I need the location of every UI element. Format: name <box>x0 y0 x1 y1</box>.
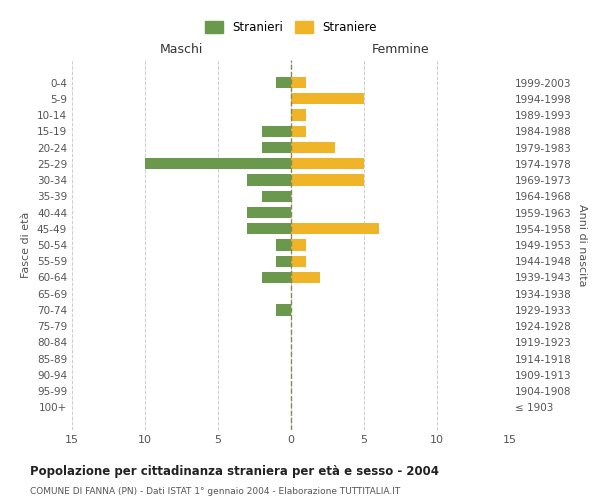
Legend: Stranieri, Straniere: Stranieri, Straniere <box>202 18 380 38</box>
Bar <box>277 256 291 267</box>
Bar <box>291 256 305 267</box>
Y-axis label: Anni di nascita: Anni di nascita <box>577 204 587 286</box>
Bar <box>291 93 364 104</box>
Bar <box>291 174 364 186</box>
Bar <box>291 223 379 234</box>
Bar <box>291 77 305 88</box>
Bar <box>291 126 305 137</box>
Bar <box>247 174 291 186</box>
Bar <box>291 142 335 153</box>
Text: COMUNE DI FANNA (PN) - Dati ISTAT 1° gennaio 2004 - Elaborazione TUTTITALIA.IT: COMUNE DI FANNA (PN) - Dati ISTAT 1° gen… <box>30 488 400 496</box>
Bar <box>277 240 291 250</box>
Bar <box>277 304 291 316</box>
Bar <box>262 126 291 137</box>
Y-axis label: Fasce di età: Fasce di età <box>22 212 31 278</box>
Text: Popolazione per cittadinanza straniera per età e sesso - 2004: Popolazione per cittadinanza straniera p… <box>30 465 439 478</box>
Bar <box>291 272 320 283</box>
Text: Femmine: Femmine <box>371 44 430 57</box>
Bar <box>247 223 291 234</box>
Bar <box>262 142 291 153</box>
Bar <box>145 158 291 170</box>
Text: Maschi: Maschi <box>160 44 203 57</box>
Bar <box>291 158 364 170</box>
Bar <box>291 240 305 250</box>
Bar <box>262 190 291 202</box>
Bar <box>262 272 291 283</box>
Bar <box>291 110 305 120</box>
Bar <box>247 207 291 218</box>
Bar <box>277 77 291 88</box>
